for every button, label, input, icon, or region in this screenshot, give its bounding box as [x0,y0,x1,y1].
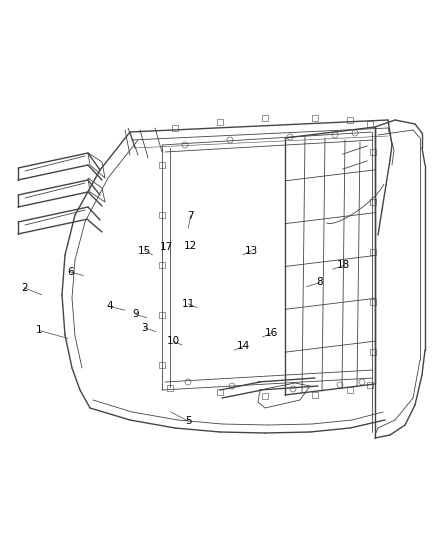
Bar [347,387,353,393]
Text: 17: 17 [160,242,173,252]
Text: 14: 14 [237,342,250,351]
Text: 9: 9 [132,310,139,319]
Bar [370,149,376,155]
Bar [370,249,376,255]
Bar [347,117,353,123]
Text: 11: 11 [182,299,195,309]
Text: 3: 3 [141,323,148,333]
Text: 1: 1 [36,326,43,335]
Bar [370,349,376,355]
Text: 12: 12 [184,241,197,251]
Bar [217,389,223,395]
Bar [312,115,318,121]
Bar [367,382,373,388]
Text: 5: 5 [185,416,192,426]
Text: 2: 2 [21,283,28,293]
Bar [370,299,376,305]
Text: 18: 18 [337,261,350,270]
Text: 15: 15 [138,246,151,255]
Bar [217,119,223,125]
Bar [159,312,165,318]
Text: 16: 16 [265,328,278,338]
Bar [167,385,173,391]
Bar [159,362,165,368]
Bar [367,121,373,127]
Text: 8: 8 [316,278,323,287]
Text: 4: 4 [106,302,113,311]
Text: 10: 10 [166,336,180,346]
Bar [159,262,165,268]
Bar [159,162,165,168]
Text: 7: 7 [187,211,194,221]
Text: 13: 13 [245,246,258,255]
Bar [370,199,376,205]
Bar [159,212,165,218]
Bar [172,125,178,131]
Text: 6: 6 [67,267,74,277]
Bar [262,115,268,121]
Bar [312,392,318,398]
Bar [262,393,268,399]
